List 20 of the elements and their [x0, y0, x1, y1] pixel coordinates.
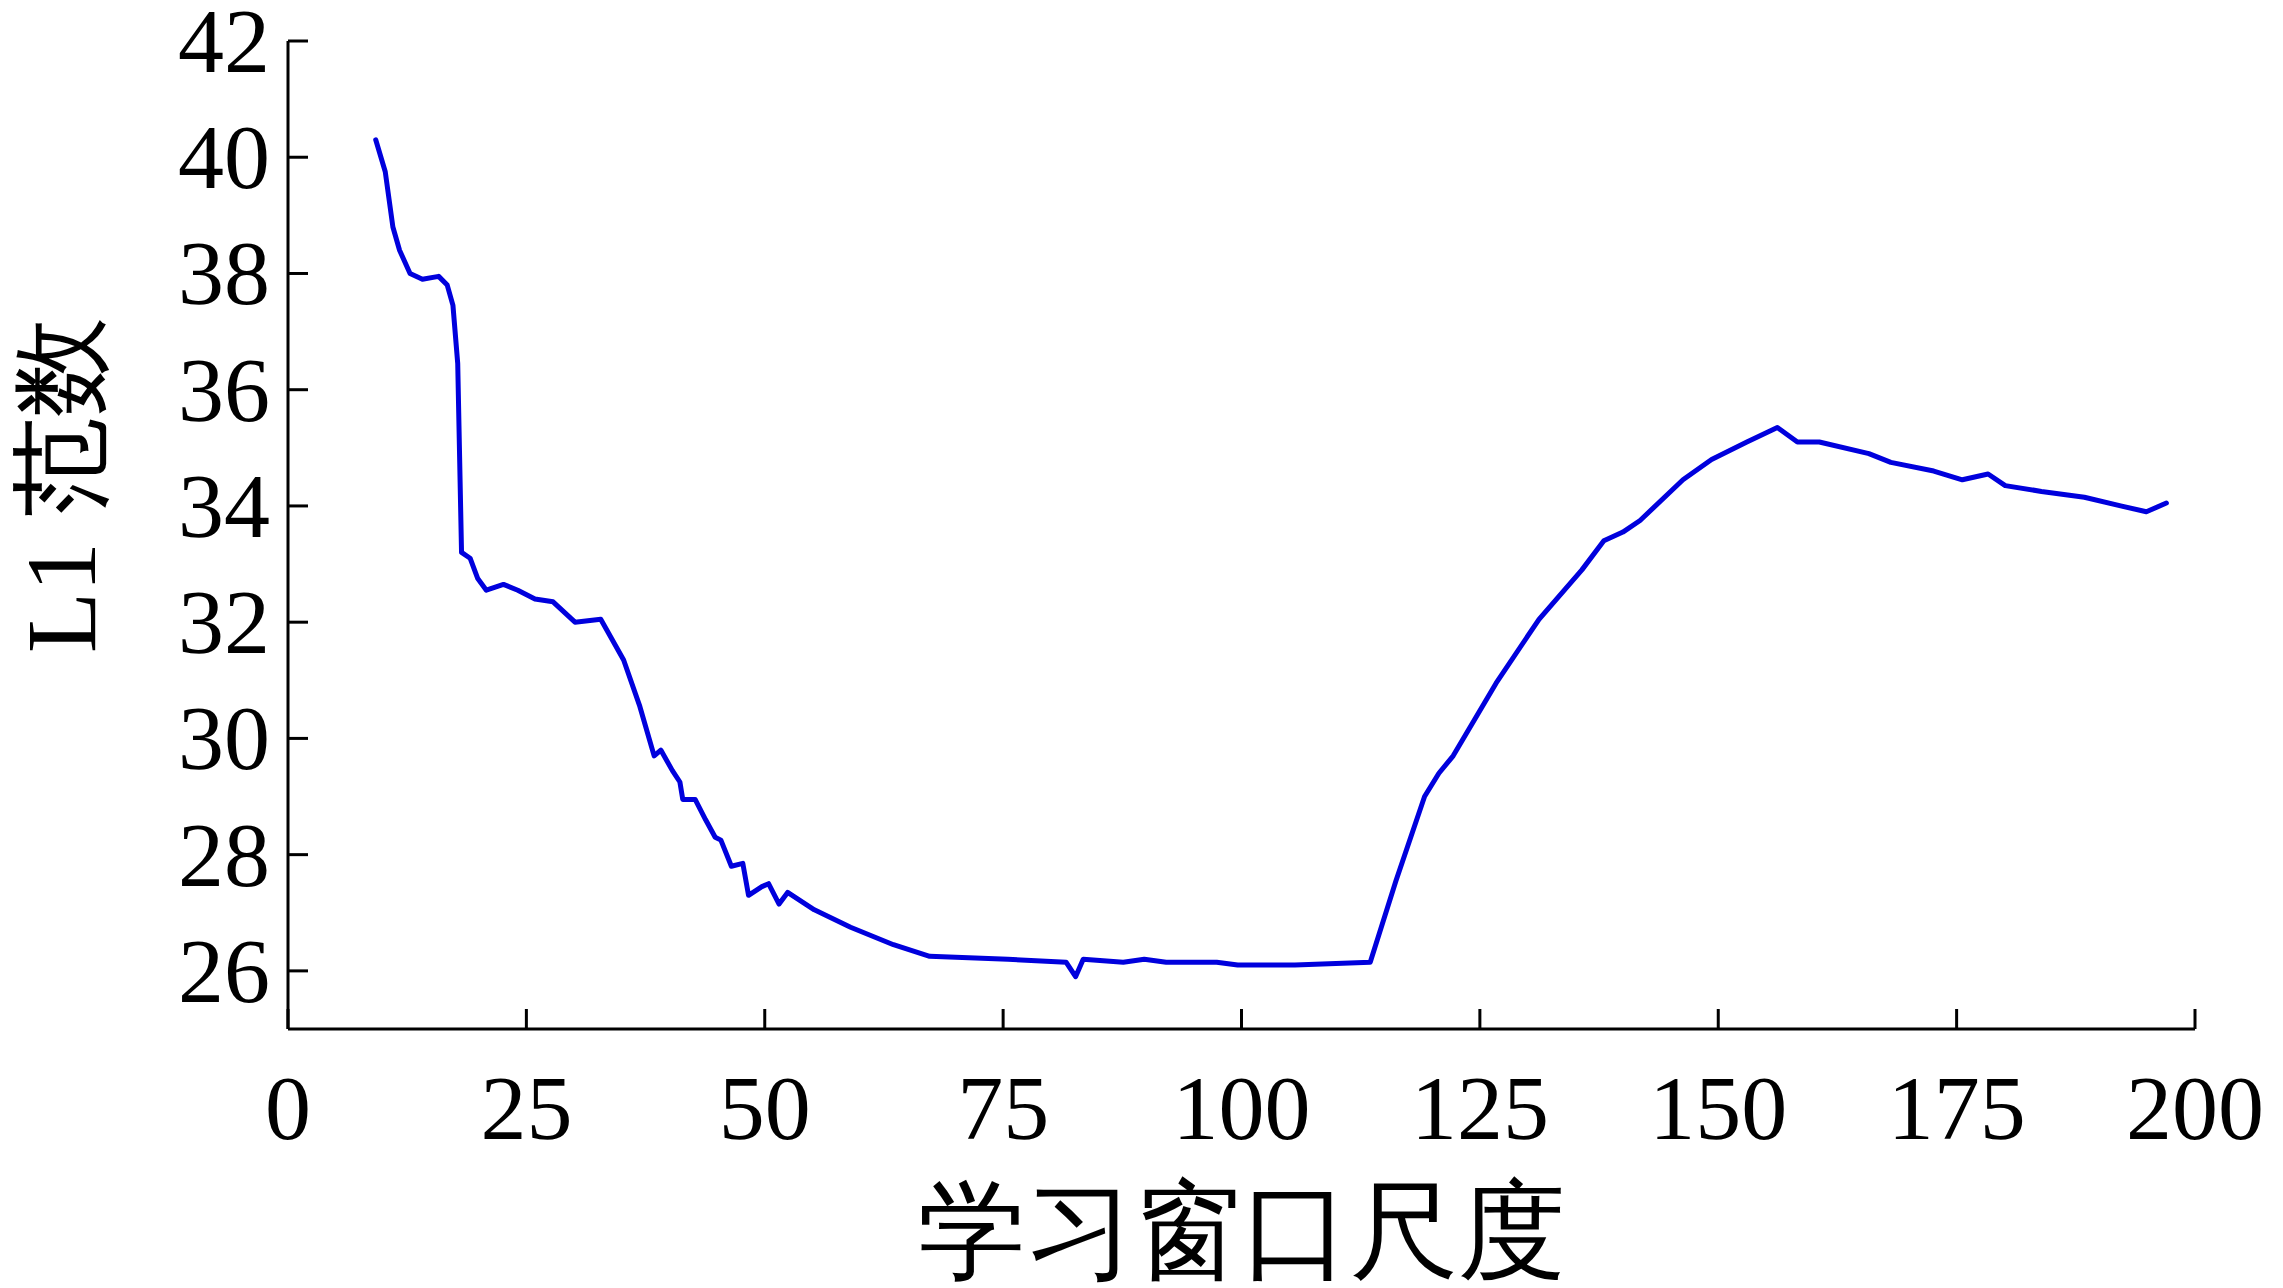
y-tick-label: 40: [178, 106, 270, 209]
y-tick-label: 30: [178, 687, 270, 790]
x-tick-label: 150: [1649, 1057, 1788, 1159]
y-tick-label: 28: [178, 803, 270, 906]
y-tick-label: 34: [178, 454, 270, 557]
x-tick-label: 100: [1172, 1057, 1311, 1159]
x-tick-label: 0: [265, 1057, 311, 1159]
y-tick-label: 38: [178, 222, 270, 325]
x-tick-label: 125: [1410, 1057, 1549, 1159]
y-tick-label: 42: [178, 0, 270, 92]
y-tick-label: 32: [178, 571, 270, 674]
y-tick-label: 36: [178, 338, 270, 441]
x-tick-label: 50: [718, 1057, 811, 1159]
y-axis-title: L1 范数: [6, 316, 117, 654]
x-tick-label: 25: [480, 1057, 573, 1159]
x-tick-label: 175: [1887, 1057, 2026, 1159]
y-tick-label: 26: [178, 919, 270, 1022]
x-tick-label: 75: [957, 1057, 1050, 1159]
x-tick-label: 200: [2126, 1057, 2264, 1159]
x-axis-title: 学习窗口尺度: [917, 1172, 1566, 1288]
